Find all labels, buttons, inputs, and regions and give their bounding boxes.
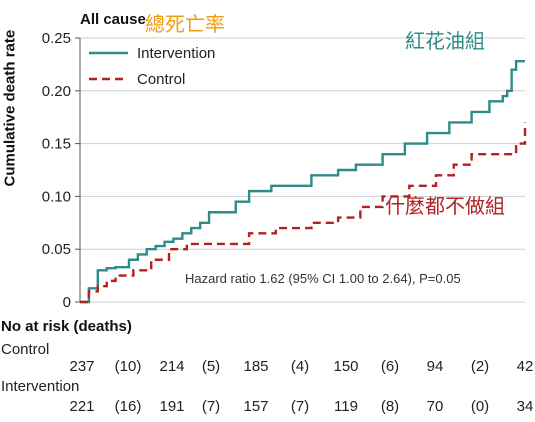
risk-group-control-label: Control [1,341,50,358]
risk-value: (5) [201,358,221,375]
risk-value: (2) [470,358,490,375]
risk-value: 237 [69,358,95,375]
y-tick-label: 0.15 [42,136,71,153]
risk-value: 94 [426,358,444,375]
series-line-intervention [80,60,525,304]
risk-value: 221 [69,398,95,415]
risk-value: 185 [243,358,269,375]
overlay-label-all-cause: 總死亡率 [145,12,225,36]
series-line-control [80,122,527,304]
risk-value: (7) [201,398,221,415]
overlay-label-intervention: 紅花油組 [405,29,485,53]
risk-value: 119 [334,398,358,415]
y-tick-label: 0.25 [42,30,71,47]
risk-table-title: No at risk (deaths) [1,318,132,335]
legend-label-control: Control [137,71,185,88]
legend-label-intervention: Intervention [137,45,215,62]
chart-title: All cause [80,11,146,28]
plot-area [80,38,525,302]
y-tick-label: 0.20 [42,83,71,100]
overlay-label-control: 什麼都不做組 [385,194,505,218]
risk-value: (4) [290,358,310,375]
hazard-ratio-annotation: Hazard ratio 1.62 (95% CI 1.00 to 2.64),… [185,271,461,286]
risk-value: 150 [333,358,359,375]
risk-value: (16) [114,398,142,415]
risk-value: 191 [159,398,185,415]
risk-group-intervention-label: Intervention [1,378,80,395]
risk-value: (8) [380,398,400,415]
y-axis-label: Cumulative death rate [1,29,19,187]
risk-value: 214 [159,358,185,375]
y-tick-label: 0.10 [42,188,71,205]
risk-value: (0) [470,398,490,415]
risk-value: (7) [290,398,310,415]
risk-value: 42 [516,358,534,375]
risk-value: 157 [243,398,269,415]
risk-value: (10) [114,358,142,375]
y-tick-label: 0 [63,294,71,311]
risk-value: (6) [380,358,400,375]
y-tick-label: 0.05 [42,241,71,258]
risk-value: 70 [426,398,444,415]
risk-value: 34 [516,398,534,415]
